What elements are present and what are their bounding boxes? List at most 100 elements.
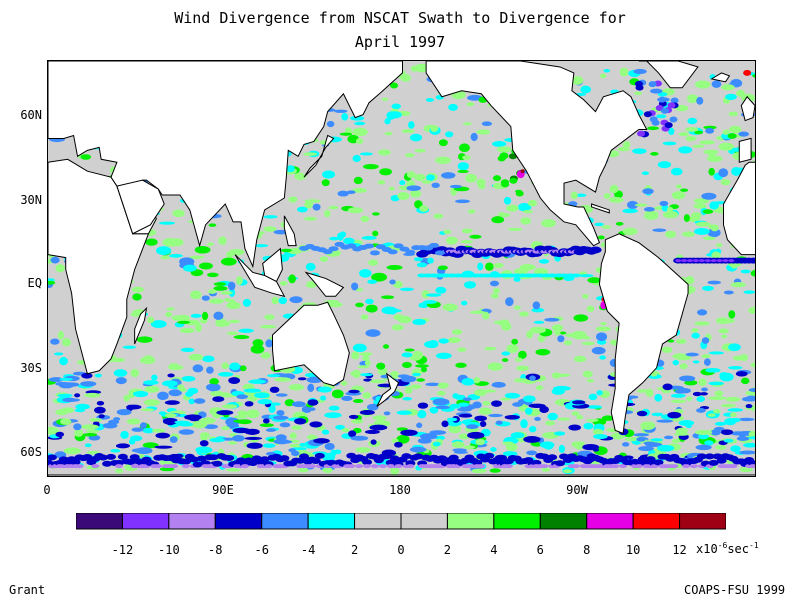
divergence-cell: [194, 245, 211, 254]
divergence-cell: [126, 418, 141, 425]
divergence-cell: [221, 362, 229, 370]
divergence-cell: [60, 418, 72, 425]
divergence-cell: [474, 415, 487, 422]
divergence-cell: [140, 408, 155, 412]
divergence-cell: [696, 396, 705, 403]
divergence-cell: [288, 274, 296, 284]
divergence-cell: [362, 459, 373, 466]
divergence-cell: [279, 422, 291, 428]
divergence-cell: [322, 170, 336, 179]
divergence-cell: [538, 259, 550, 264]
divergence-cell: [50, 338, 60, 345]
divergence-cell: [716, 259, 723, 263]
divergence-cell: [701, 337, 710, 344]
divergence-cell: [736, 436, 750, 441]
divergence-cell: [394, 441, 403, 448]
divergence-cell: [389, 370, 400, 380]
divergence-cell: [489, 280, 500, 287]
divergence-cell: [390, 82, 399, 89]
colorbar-swatch: [586, 513, 634, 530]
divergence-cell: [713, 409, 721, 414]
divergence-cell: [135, 447, 153, 455]
divergence-cell: [267, 374, 281, 378]
divergence-cell: [473, 389, 487, 397]
divergence-cell: [137, 454, 145, 459]
divergence-cell: [130, 312, 142, 317]
divergence-cell: [559, 331, 567, 335]
continents: [48, 61, 755, 476]
divergence-cell: [423, 300, 437, 304]
divergence-cell: [355, 464, 364, 469]
divergence-cell: [696, 408, 706, 413]
colorbar-swatch: [632, 513, 681, 530]
divergence-cell: [721, 403, 737, 408]
divergence-cell: [492, 141, 507, 147]
divergence-cell: [714, 390, 724, 397]
divergence-cell: [445, 131, 454, 138]
divergence-cell: [525, 407, 533, 415]
divergence-cell: [708, 167, 715, 176]
divergence-cell: [359, 268, 372, 278]
divergence-cell: [55, 431, 65, 438]
colorbar-tick-label: -6: [254, 543, 269, 557]
divergence-cell: [539, 441, 555, 449]
divergence-cell: [481, 121, 493, 126]
divergence-cell: [662, 141, 677, 146]
divergence-cell: [309, 421, 323, 428]
divergence-cell: [687, 259, 694, 263]
divergence-cell: [526, 450, 538, 456]
divergence-cell: [730, 282, 746, 288]
lat-label-30s: 30S: [20, 361, 42, 375]
divergence-cell: [179, 387, 187, 392]
divergence-cell: [601, 225, 612, 229]
divergence-cell: [378, 149, 391, 156]
divergence-cell: [340, 381, 348, 386]
divergence-cell: [271, 296, 279, 305]
divergence-cell: [402, 397, 413, 401]
divergence-cell: [467, 209, 476, 214]
divergence-cell: [722, 129, 730, 135]
divergence-cell: [363, 464, 372, 469]
divergence-cell: [195, 323, 202, 333]
divergence-cell: [361, 236, 377, 240]
divergence-cell: [619, 67, 629, 77]
divergence-cell: [233, 419, 249, 423]
divergence-cell: [633, 433, 650, 437]
divergence-cell: [371, 272, 388, 282]
divergence-cell: [377, 180, 386, 185]
divergence-cell: [501, 358, 509, 362]
divergence-cell: [226, 468, 241, 472]
divergence-cell: [718, 168, 729, 178]
divergence-cell: [209, 437, 226, 443]
divergence-cell: [166, 307, 175, 311]
divergence-cell: [401, 352, 413, 358]
divergence-cell: [432, 441, 441, 447]
divergence-cell: [412, 318, 427, 326]
divergence-cell: [162, 380, 178, 387]
divergence-cell: [264, 464, 273, 469]
divergence-cell: [731, 166, 742, 176]
divergence-cell: [365, 329, 381, 337]
divergence-cell: [437, 382, 449, 389]
divergence-cell: [284, 399, 295, 407]
divergence-cell: [736, 89, 746, 97]
divergence-cell: [466, 101, 475, 107]
divergence-cell: [346, 190, 356, 195]
divergence-cell: [157, 391, 169, 401]
divergence-cell: [174, 420, 190, 424]
divergence-cell: [447, 337, 461, 344]
divergence-cell: [299, 442, 307, 447]
divergence-cell: [624, 437, 639, 442]
divergence-cell: [61, 338, 72, 347]
divergence-cell: [502, 451, 518, 457]
divergence-cell: [199, 432, 210, 439]
divergence-cell: [379, 168, 392, 176]
divergence-cell: [355, 138, 364, 145]
divergence-cell: [397, 315, 412, 324]
divergence-cell: [269, 386, 280, 393]
divergence-cell: [674, 389, 686, 394]
divergence-cell: [634, 464, 643, 469]
divergence-cell: [390, 307, 398, 314]
divergence-cell: [719, 372, 729, 378]
divergence-cell: [678, 146, 693, 154]
